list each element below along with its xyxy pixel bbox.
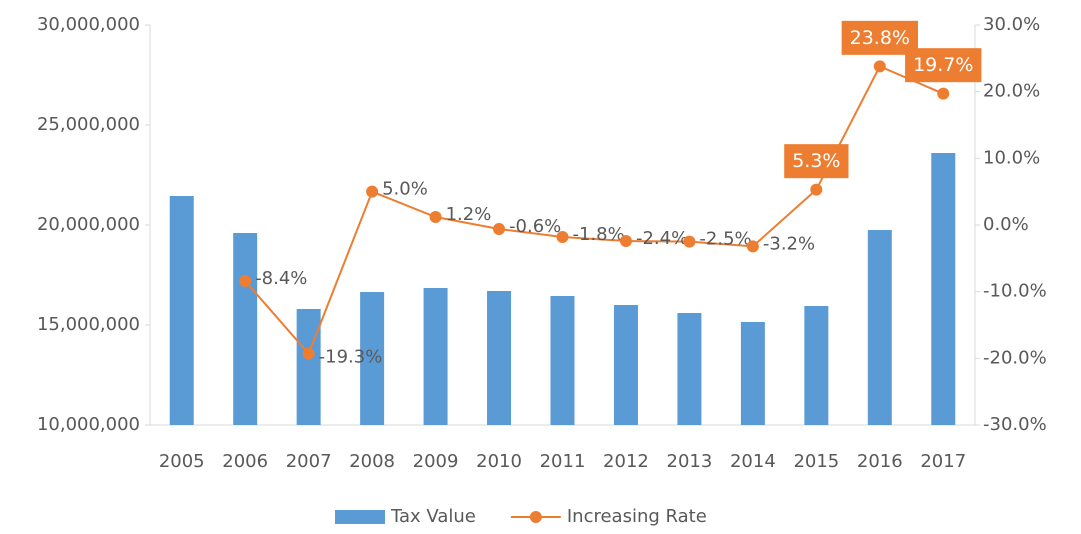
x-tick-label: 2017 (920, 451, 966, 472)
data-label: 23.8% (850, 27, 910, 49)
marker (937, 87, 950, 100)
marker (239, 275, 252, 287)
y-tick-label: 10,000,000 (37, 414, 140, 435)
data-label: -0.6% (509, 216, 561, 237)
marker (810, 183, 823, 196)
x-tick-label: 2005 (159, 451, 205, 472)
x-tick-label: 2006 (222, 451, 268, 472)
x-tick-label: 2009 (413, 451, 459, 472)
data-label-box (784, 144, 849, 179)
x-tick-label: 2013 (667, 451, 713, 472)
bar (423, 288, 448, 425)
data-label: 5.3% (792, 150, 840, 172)
legend-swatch (335, 510, 385, 524)
y2-tick-label: -30.0% (983, 414, 1047, 435)
x-tick-label: 2014 (730, 451, 776, 472)
data-label: 19.7% (913, 54, 973, 76)
data-label: -8.4% (255, 268, 307, 289)
x-tick-label: 2016 (857, 451, 903, 472)
data-label-box (905, 48, 982, 83)
marker (302, 347, 315, 360)
data-label: 1.2% (446, 204, 492, 225)
y2-tick-label: 0.0% (983, 214, 1029, 235)
y2-tick-label: -10.0% (983, 281, 1047, 302)
line (244, 65, 944, 356)
bar (360, 292, 385, 425)
x-tick-label: 2011 (540, 451, 586, 472)
legend-label: Increasing Rate (567, 506, 707, 527)
x-tick-label: 2010 (476, 451, 522, 472)
y2-tick-label: 10.0% (983, 147, 1040, 168)
marker (493, 223, 506, 235)
x-tick-label: 2008 (349, 451, 395, 472)
bar (740, 322, 765, 425)
y-tick-label: 30,000,000 (37, 14, 140, 35)
y-tick-label: 25,000,000 (37, 114, 140, 135)
bar (296, 309, 321, 425)
bar (233, 233, 258, 425)
marker (556, 231, 569, 243)
bar (867, 230, 892, 425)
bar (550, 296, 575, 425)
legend-swatch (529, 511, 542, 523)
data-label: 5.0% (382, 179, 428, 200)
marker (619, 235, 632, 247)
marker (366, 185, 379, 198)
data-label: -2.4% (636, 228, 688, 249)
data-label: -3.2% (763, 233, 815, 254)
bar (931, 153, 956, 425)
x-tick-label: 2012 (603, 451, 649, 472)
bar (487, 291, 512, 425)
y-tick-label: 15,000,000 (37, 314, 140, 335)
y2-tick-label: -20.0% (983, 347, 1047, 368)
marker (683, 235, 696, 248)
marker (429, 211, 442, 223)
bar (169, 196, 194, 425)
y2-tick-label: 20.0% (983, 81, 1040, 102)
x-tick-label: 2015 (793, 451, 839, 472)
bar (804, 306, 829, 425)
legend-label: Tax Value (390, 506, 476, 527)
marker (873, 60, 886, 73)
data-label: -19.3% (319, 347, 383, 368)
x-tick-label: 2007 (286, 451, 332, 472)
y2-tick-label: 30.0% (983, 14, 1040, 35)
data-label: -1.8% (573, 224, 625, 245)
bar (677, 313, 702, 425)
marker (746, 240, 759, 253)
bar (613, 305, 638, 425)
data-label: -2.5% (699, 229, 751, 250)
y-tick-label: 20,000,000 (37, 214, 140, 235)
